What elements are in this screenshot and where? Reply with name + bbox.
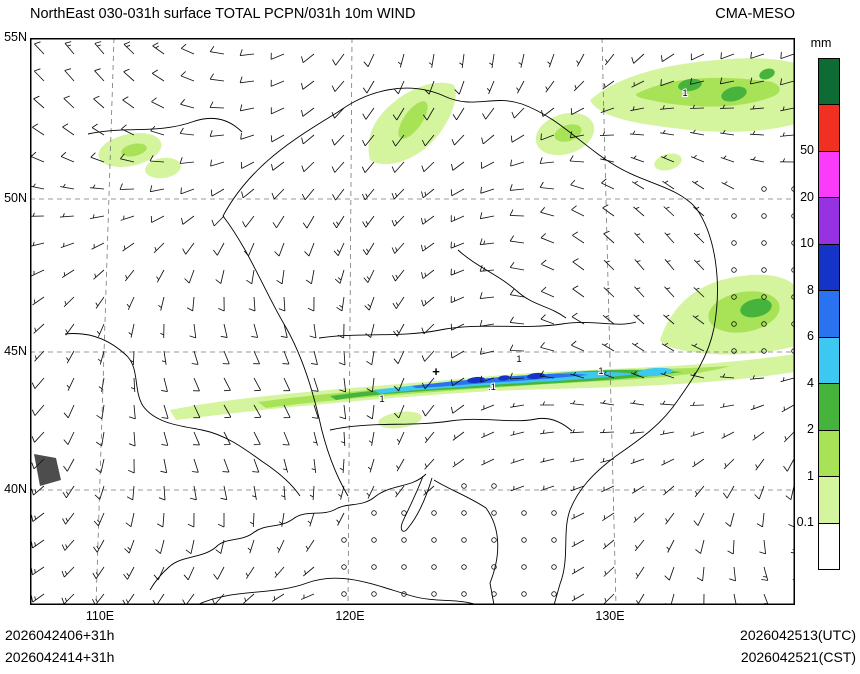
init-time-line2: 2026042414+31h: [5, 649, 115, 665]
colorbar-segment-0: [819, 59, 839, 106]
colorbar-tick-20: 20: [800, 189, 814, 204]
colorbar-segment-3: [819, 198, 839, 245]
colorbar-segment-10: [819, 523, 839, 569]
geo-borders-layer: [64, 87, 718, 605]
precip-layer: [34, 58, 795, 486]
svg-text:1: 1: [682, 88, 687, 99]
colorbar-tick-4: 4: [807, 375, 814, 390]
colorbar-segment-7: [819, 384, 839, 431]
colorbar-tick-1: 1: [807, 468, 814, 483]
colorbar: [818, 58, 840, 570]
colorbar-segment-6: [819, 337, 839, 385]
svg-text:.1: .1: [488, 382, 496, 393]
colorbar-tick-8: 8: [807, 282, 814, 297]
lon-label-130E: 130E: [595, 609, 625, 623]
colorbar-tick-6: 6: [807, 329, 814, 344]
map-svg: 1 .1 1 1 1 +: [30, 38, 795, 605]
chart-title: NorthEast 030-031h surface TOTAL PCPN/03…: [30, 6, 416, 22]
colorbar-segment-8: [819, 430, 839, 478]
colorbar-segment-4: [819, 244, 839, 292]
contour-label-layer: 1 .1 1 1 1 +: [378, 87, 688, 406]
valid-time-cst: 2026042521(CST): [740, 649, 856, 665]
colorbar-tick-10: 10: [800, 236, 814, 251]
wind-barb-layer: [30, 41, 795, 605]
colorbar-segment-5: [819, 291, 839, 338]
colorbar-segment-2: [819, 151, 839, 199]
svg-text:1: 1: [516, 354, 521, 365]
svg-text:1: 1: [379, 394, 384, 405]
lon-label-120E: 120E: [335, 609, 365, 623]
colorbar-segment-1: [819, 105, 839, 152]
lat-label-45N: 45N: [4, 344, 27, 358]
lat-label-55N: 55N: [4, 30, 27, 44]
map-panel: 1 .1 1 1 1 +: [30, 38, 795, 605]
svg-text:1: 1: [598, 366, 603, 377]
colorbar-tick-0.1: 0.1: [796, 515, 814, 530]
lat-label-40N: 40N: [4, 482, 27, 496]
lon-label-110E: 110E: [85, 609, 115, 623]
init-time-line1: 2026042406+31h: [5, 627, 115, 643]
map-border: [30, 38, 795, 605]
colorbar-segment-9: [819, 477, 839, 524]
colorbar-tick-labels: 0.1 1 2 4 6 8 10 20 50: [762, 0, 814, 674]
lat-label-50N: 50N: [4, 191, 27, 205]
colorbar-unit-label: mm: [810, 36, 832, 50]
colorbar-tick-50: 50: [800, 143, 814, 158]
valid-time-utc: 2026042513(UTC): [740, 627, 856, 643]
max-precip-marker: +: [432, 364, 440, 379]
model-name: CMA-MESO: [715, 6, 795, 22]
colorbar-tick-2: 2: [807, 422, 814, 437]
